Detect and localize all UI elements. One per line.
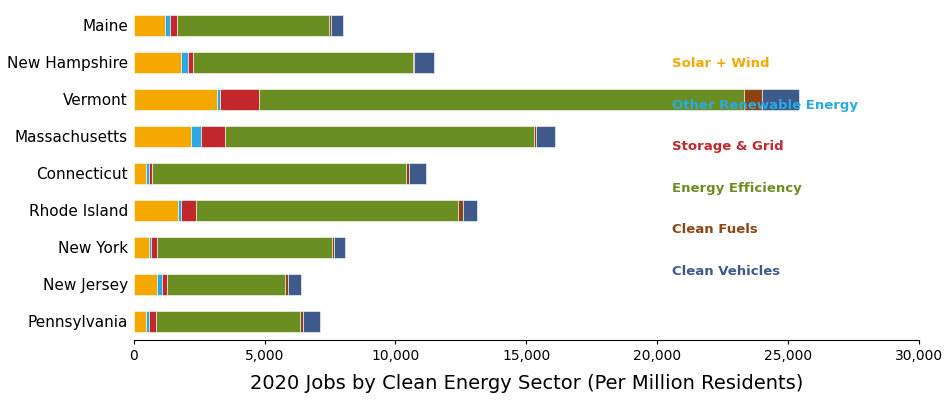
Text: Solar + Wind: Solar + Wind [672, 57, 770, 70]
Bar [193, 52, 412, 73]
Bar [165, 15, 170, 36]
Bar [180, 200, 197, 221]
Bar [300, 311, 303, 332]
Bar [157, 237, 332, 258]
Bar [170, 15, 177, 36]
Bar [331, 15, 343, 36]
Bar [134, 89, 218, 110]
Bar [464, 200, 477, 221]
Bar [179, 200, 180, 221]
Bar [536, 126, 555, 147]
Bar [218, 89, 220, 110]
Bar [762, 89, 799, 110]
Bar [414, 52, 433, 73]
Bar [744, 89, 762, 110]
Bar [134, 200, 179, 221]
Bar [134, 52, 180, 73]
Bar [332, 237, 334, 258]
Bar [134, 15, 165, 36]
Text: Storage & Grid: Storage & Grid [672, 140, 783, 153]
Bar [152, 163, 406, 184]
Bar [162, 274, 167, 295]
Bar [180, 52, 188, 73]
Bar [146, 163, 149, 184]
Bar [156, 311, 300, 332]
Text: Other Renewable Energy: Other Renewable Energy [672, 98, 858, 112]
Bar [149, 237, 151, 258]
Bar [134, 163, 146, 184]
Bar [177, 15, 329, 36]
Bar [151, 237, 157, 258]
Text: Clean Vehicles: Clean Vehicles [672, 265, 780, 278]
Text: Clean Fuels: Clean Fuels [672, 223, 757, 236]
Text: Energy Efficiency: Energy Efficiency [672, 182, 802, 195]
Bar [259, 89, 744, 110]
Bar [134, 237, 149, 258]
Bar [412, 52, 414, 73]
Bar [149, 311, 156, 332]
Bar [167, 274, 285, 295]
Bar [458, 200, 464, 221]
Bar [220, 89, 259, 110]
Bar [329, 15, 331, 36]
Bar [285, 274, 288, 295]
Bar [149, 163, 152, 184]
X-axis label: 2020 Jobs by Clean Energy Sector (Per Million Residents): 2020 Jobs by Clean Energy Sector (Per Mi… [250, 374, 803, 393]
Bar [197, 200, 458, 221]
Bar [288, 274, 300, 295]
Bar [191, 126, 201, 147]
Bar [146, 311, 149, 332]
Bar [134, 274, 157, 295]
Bar [157, 274, 162, 295]
Bar [334, 237, 345, 258]
Bar [225, 126, 534, 147]
Bar [406, 163, 408, 184]
Bar [188, 52, 193, 73]
Bar [134, 126, 191, 147]
Bar [408, 163, 426, 184]
Bar [201, 126, 225, 147]
Bar [134, 311, 146, 332]
Bar [534, 126, 536, 147]
Bar [303, 311, 320, 332]
